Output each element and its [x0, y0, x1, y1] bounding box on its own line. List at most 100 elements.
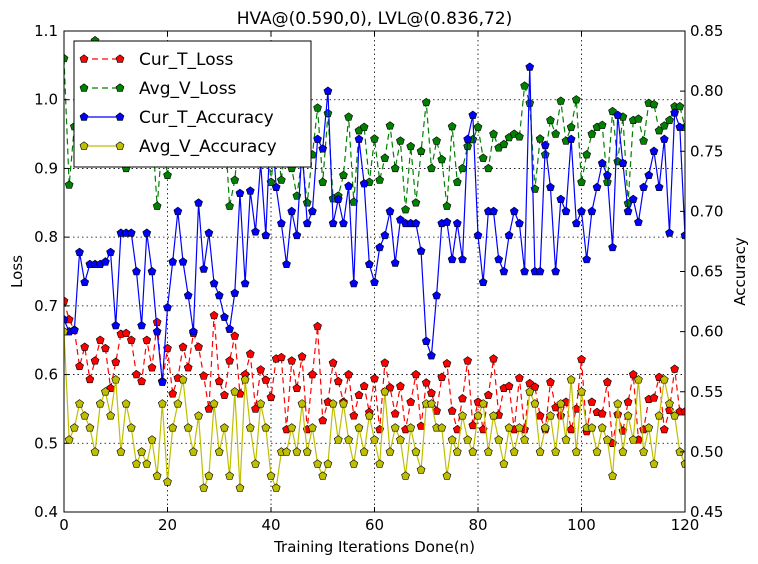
data-point [577, 387, 586, 396]
legend-marker [79, 54, 89, 63]
data-point [370, 374, 379, 383]
data-point [608, 471, 617, 480]
data-point [101, 343, 110, 353]
data-point [359, 381, 369, 390]
chart-title: HVA@(0.590,0), LVL@(0.836,72) [237, 9, 513, 29]
data-point [225, 324, 234, 333]
data-point [235, 188, 245, 198]
x-tick-label: 20 [158, 516, 177, 534]
data-point [582, 150, 592, 159]
data-point [75, 361, 84, 371]
data-point [137, 376, 146, 386]
data-point [566, 375, 576, 384]
data-point [670, 364, 679, 373]
data-point [380, 358, 390, 367]
data-point [540, 140, 550, 149]
data-point [225, 471, 234, 480]
data-point [168, 423, 178, 432]
data-point [623, 411, 633, 420]
data-point [489, 354, 498, 363]
data-point [530, 382, 540, 391]
legend-label: Cur_T_Loss [139, 50, 233, 70]
data-point [271, 182, 281, 192]
data-point [189, 447, 198, 456]
data-point [199, 371, 209, 380]
data-point [375, 242, 385, 252]
data-point [535, 411, 545, 420]
data-point [220, 312, 229, 321]
data-point [328, 218, 338, 228]
y-tick-label: 0.9 [34, 159, 58, 177]
data-point [670, 108, 679, 117]
legend-marker [79, 83, 89, 92]
data-point [75, 247, 84, 256]
data-point [349, 459, 359, 468]
data-point [670, 411, 679, 420]
data-point [178, 342, 188, 351]
data-point [344, 181, 353, 190]
data-point [427, 399, 436, 408]
data-point [147, 266, 157, 276]
data-point [80, 342, 90, 351]
data-point [173, 206, 183, 216]
data-point [504, 230, 514, 240]
data-point [597, 423, 607, 432]
data-point [396, 136, 405, 145]
data-point [587, 423, 597, 432]
data-point [359, 122, 369, 131]
data-point [618, 447, 628, 456]
data-point [209, 399, 219, 408]
data-point [302, 218, 312, 228]
data-point [308, 423, 317, 432]
data-point [163, 170, 172, 179]
data-point [556, 399, 566, 408]
data-point [561, 435, 571, 444]
data-point [204, 228, 214, 237]
data-point [458, 163, 467, 173]
data-point [525, 387, 535, 396]
data-point [468, 447, 478, 456]
data-point [437, 372, 447, 382]
data-point [675, 122, 685, 131]
data-point [390, 163, 400, 173]
data-point [390, 258, 400, 267]
data-point [659, 134, 669, 143]
data-point [489, 411, 498, 420]
data-point [142, 335, 152, 344]
data-point [318, 416, 328, 425]
data-point [613, 399, 623, 408]
data-point [230, 331, 240, 340]
data-point [546, 411, 555, 420]
data-point [551, 266, 560, 276]
data-point [230, 175, 240, 184]
data-point [416, 246, 426, 255]
data-point [639, 136, 648, 145]
data-point [308, 206, 317, 216]
data-point [235, 483, 245, 492]
data-point [168, 257, 178, 266]
data-point [458, 394, 467, 403]
data-point [214, 290, 224, 300]
data-point [654, 411, 664, 420]
data-point [333, 194, 343, 204]
data-point [556, 194, 566, 204]
data-point [209, 278, 219, 288]
data-point [251, 227, 260, 236]
data-point [478, 153, 488, 162]
series-layer [64, 36, 685, 492]
data-point [628, 369, 638, 379]
data-point [64, 296, 69, 305]
data-point [240, 375, 250, 384]
data-point [556, 96, 566, 105]
data-point [64, 315, 69, 324]
data-point [623, 397, 633, 406]
data-point [287, 423, 297, 432]
data-point [359, 447, 369, 456]
data-point [659, 375, 669, 384]
data-point [452, 218, 462, 228]
data-point [515, 423, 524, 432]
data-point [297, 352, 307, 361]
data-point [70, 325, 79, 335]
data-point [323, 459, 333, 468]
data-point [649, 459, 659, 468]
